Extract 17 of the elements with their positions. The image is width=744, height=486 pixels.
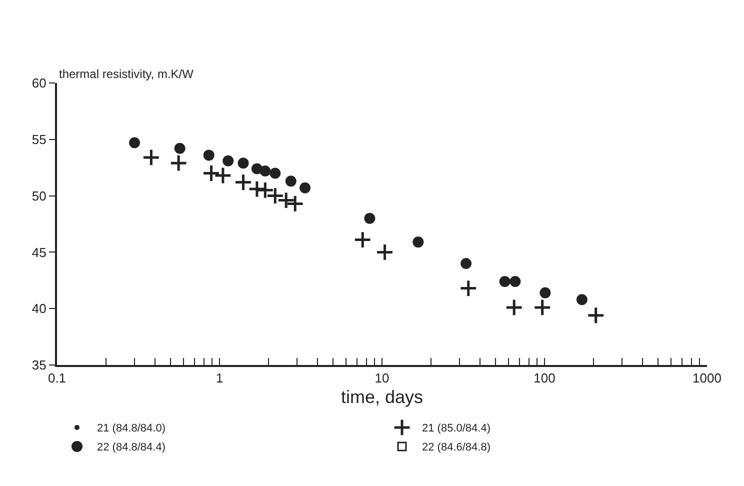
y-axis-title: thermal resistivity, m.K/W [59,67,194,81]
legend-label: 21 (84.8/84.0) [97,422,166,435]
x-tick-label: 100 [534,370,556,386]
legend-label: 22 (84.8/84.4) [97,442,166,454]
x-tick-label: 1 [216,370,224,386]
x-tick-label: 10 [374,370,390,386]
y-tick-label: 45 [32,244,46,260]
y-tick-label: 40 [32,301,46,316]
y-tick-label: 60 [32,76,46,91]
x-axis-title: time, days [340,387,424,408]
x-tick-label: 1000 [692,370,722,386]
x-tick-label: 0.1 [48,370,66,386]
legend-label: 22 (84.6/84.8) [422,442,490,454]
y-tick-label: 35 [32,358,46,373]
y-tick-label: 50 [32,188,46,204]
legend-label: 21 (85.0/84.4) [422,422,490,435]
y-tick-label: 55 [32,132,46,147]
